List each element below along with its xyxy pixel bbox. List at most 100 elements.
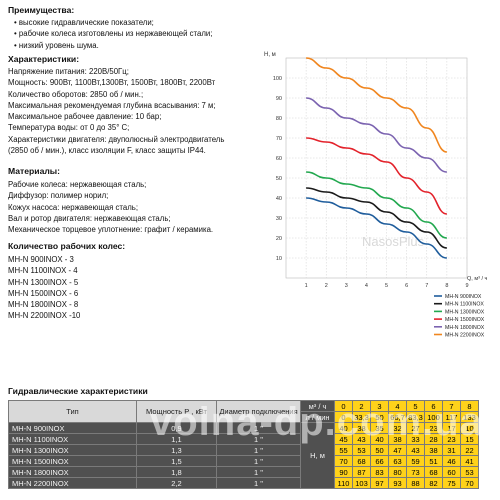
table-row: MH-N 900INOX 0,9 1 " Н, м 40 38 35 32 27… [8,422,479,489]
h-cell: 43 [352,433,371,445]
characteristic-item: Характеристики двигателя: двуполюсный эл… [8,134,225,144]
header-type: Тип [8,400,137,423]
h-cell: 73 [406,466,425,478]
impeller-item: MH-N 2200INOX -10 [8,311,81,321]
y-tick-label: 40 [276,196,282,202]
h-cell: 87 [352,466,371,478]
series-line [306,137,448,215]
h-cell: 28 [424,433,443,445]
h-cell: 40 [370,433,389,445]
h-cell: 23 [424,422,443,434]
legend-label: MH-N 1800INOX [445,325,485,331]
q-m3h-cell: 2 [352,400,371,412]
h-cell: 68 [352,455,371,467]
x-tick-label: 1 [305,283,308,289]
x-tick-label: 8 [445,283,448,289]
y-tick-label: 80 [276,116,282,122]
q-lmin-cell: 83,3 [406,411,425,423]
h-cell: 110 [334,477,353,489]
h-cell: 66 [370,455,389,467]
row-diameter: 1 " [216,433,301,445]
q-m3h-cell: 0 [334,400,353,412]
y-tick-label: 20 [276,236,282,242]
q-m3h-cell: 5 [406,400,425,412]
legend-label: MH-N 900INOX [445,294,482,300]
y-tick-label: 50 [276,176,282,182]
h-cell: 38 [424,444,443,456]
y-tick-label: 30 [276,216,282,222]
characteristic-item: Максимальная рекомендуемая глубина всасы… [8,100,216,110]
table-row: MH-N 1300INOX 1,3 1 " 55 53 50 47 43 38 … [8,444,479,456]
y-tick-label: 10 [276,256,282,262]
h-cell: 22 [460,444,479,456]
h-cell: 63 [388,455,407,467]
x-tick-label: 6 [405,283,408,289]
h-cell: 75 [442,477,461,489]
impeller-item: MH-N 1500INOX - 6 [8,288,79,298]
material-item: Кожух насоса: нержавеющая сталь; [8,202,138,212]
h-cell: 46 [442,455,461,467]
h-cell: 31 [442,444,461,456]
h-cell: 51 [424,455,443,467]
pump-curve-chart: 10 20 30 40 50 60 70 80 90 100 1 2 3 4 5 6 7 8 9 H, м Q, … [264,52,488,339]
q-lmin-cell: 0 [334,411,353,423]
h-cell: 38 [388,433,407,445]
header-power: Мощность Р , кВт [136,400,217,423]
row-diameter: 1 " [216,455,301,467]
h-cell: 10 [460,422,479,434]
series-line [306,187,448,249]
q-lmin-cell: 100 [424,411,443,423]
q-m3h-cell: 4 [388,400,407,412]
legend-label: MH-N 1500INOX [445,317,485,323]
q-m3h-cell: 7 [442,400,461,412]
advantage-item: • низкий уровень шума. [14,40,99,50]
y-tick-label: 60 [276,156,282,162]
impeller-item: MH-N 1300INOX - 5 [8,277,79,287]
material-item: Механическое торцевое уплотнение: графит… [8,225,214,235]
h-cell: 38 [352,422,371,434]
characteristic-item: Количество оборотов: 2850 об / мин.; [8,89,144,99]
impeller-item: MH-N 1800INOX - 8 [8,300,79,310]
q-lmin-cell: 66,7 [388,411,407,423]
characteristic-item: Напряжение питания: 220В/50Гц; [8,67,129,76]
h-cell: 90 [334,466,353,478]
characteristic-item: (2850 об / мин.), класс изоляции F, клас… [8,146,206,156]
row-power: 1,8 [136,466,217,478]
row-diameter: 1 " [216,477,301,489]
x-tick-label: 2 [325,283,328,289]
row-power: 1,5 [136,455,217,467]
impellers-list: MH-N 900INOX - 3 MH-N 1100INOX - 4 MH-N … [8,254,80,322]
row-type: MH-N 900INOX [8,422,137,434]
q-lmin-cell: 50 [370,411,389,423]
material-item: Вал и ротор двигателя: нержавеющая сталь… [8,213,171,223]
legend-label: MH-N 1100INOX [445,302,484,308]
q-lmin-cell: 133 [460,411,479,423]
q-lmin-cell: 33,3 [352,411,371,423]
y-tick-label: 100 [273,76,282,82]
series-line [306,97,448,173]
h-cell: 47 [388,444,407,456]
h-cell: 82 [424,477,443,489]
y-tick-label: 90 [276,96,282,102]
header-q-lmin: л / мин [300,411,335,423]
x-tick-label: 4 [365,283,368,289]
x-tick-label: 3 [345,283,348,289]
table-row: MH-N 1500INOX 1,5 1 " 70 68 66 63 59 51 … [8,455,479,467]
h-cell: 53 [352,444,371,456]
x-tick-label: 7 [425,283,428,289]
h-cell: 103 [352,477,371,489]
h-cell: 70 [334,455,353,467]
material-item: Рабочие колеса: нержавеющая сталь; [8,180,147,189]
h-cell: 32 [388,422,407,434]
h-cell: 23 [442,433,461,445]
row-power: 2,2 [136,477,217,489]
h-cell: 50 [370,444,389,456]
h-cell: 97 [370,477,389,489]
table-row: MH-N 1800INOX 1,8 1 " 90 87 83 80 73 68 … [8,466,479,478]
header-diameter: Диаметр подключения [216,400,301,423]
legend-label: MH-N 2200INOX [445,333,485,339]
h-cell: 45 [334,433,353,445]
series-lines [306,57,448,259]
x-tick-labels: 1 2 3 4 5 6 7 8 9 [305,283,469,289]
